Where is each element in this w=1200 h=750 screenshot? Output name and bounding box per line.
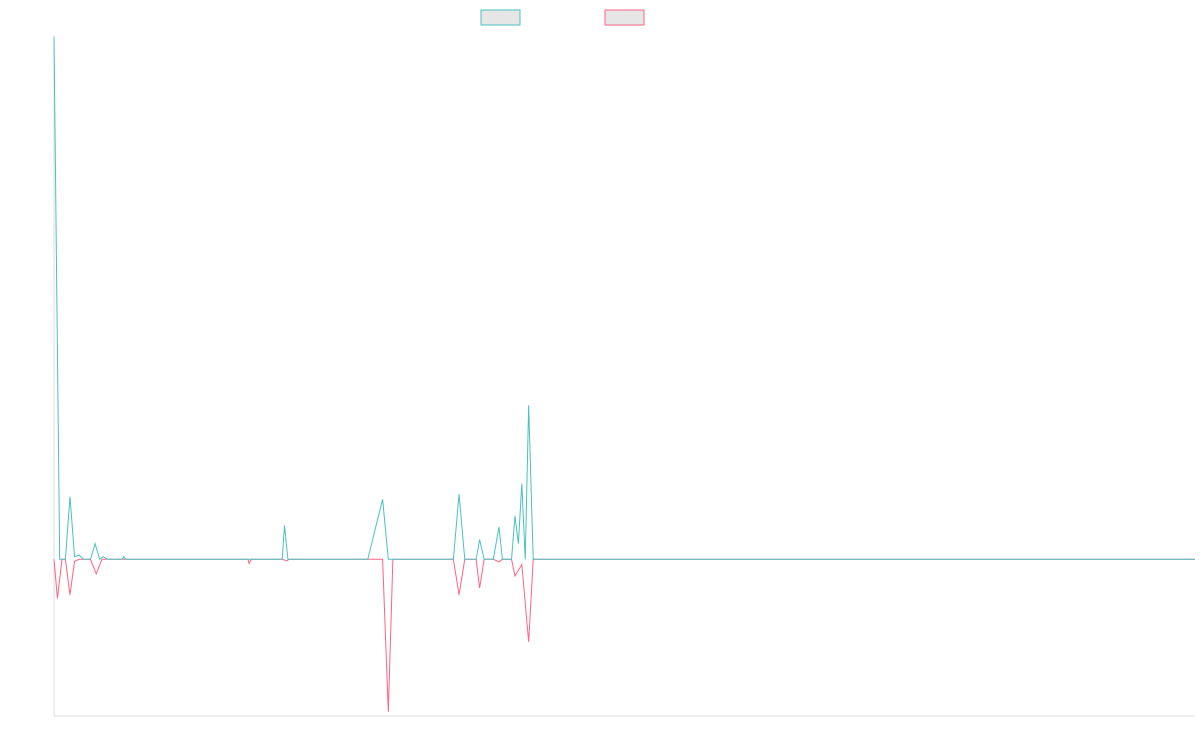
axes xyxy=(53,35,1195,717)
legend-swatch-2[interactable] xyxy=(604,9,645,26)
series-line-2 xyxy=(53,558,1195,712)
legend xyxy=(480,9,645,26)
series-layer xyxy=(53,36,1195,712)
series-line-1 xyxy=(53,36,1195,561)
legend-swatch-1[interactable] xyxy=(480,9,521,26)
